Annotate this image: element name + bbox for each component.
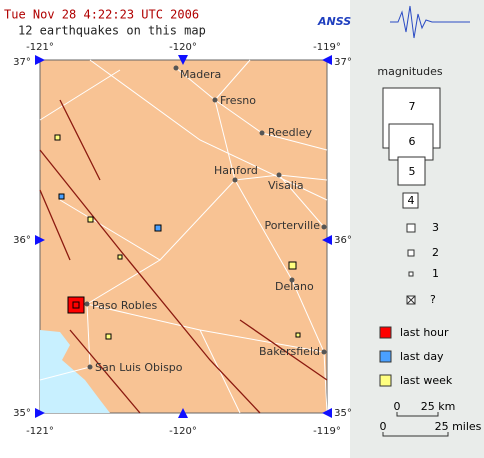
age-label: last day [400, 350, 444, 363]
lat-label: 37° [13, 57, 31, 68]
city-dot [321, 349, 327, 355]
city-label: Fresno [220, 94, 256, 107]
quake [288, 261, 297, 270]
faults [39, 99, 328, 414]
city-label: Delano [275, 280, 314, 293]
lon-label: -121° [26, 426, 54, 437]
city-dot [321, 224, 327, 230]
mag-box [408, 271, 414, 277]
mag-label: ? [430, 293, 436, 306]
scale-label: 0 [380, 420, 387, 433]
city-dot [212, 97, 218, 103]
mag-label: 2 [432, 246, 439, 259]
mag-box [388, 123, 434, 161]
legend-title: magnitudes [377, 65, 443, 78]
scale-bar [382, 432, 449, 437]
quake [87, 216, 94, 223]
lat-label: 35° [13, 408, 31, 419]
quake [67, 296, 85, 314]
map [39, 59, 328, 414]
quake [58, 193, 65, 200]
lon-label: -120° [169, 42, 197, 53]
mag-box [397, 156, 426, 186]
city-dot [289, 277, 295, 283]
age-swatch [379, 326, 392, 339]
mag-label: 1 [432, 267, 439, 280]
mag-box [402, 192, 419, 209]
city-dot [232, 177, 238, 183]
earthquakes [54, 134, 301, 340]
scale-bar [396, 412, 439, 417]
scale-label: 0 [394, 400, 401, 413]
city-label: Reedley [268, 126, 312, 139]
lat-label: 36° [334, 235, 352, 246]
age-label: last week [400, 374, 453, 387]
quake [105, 333, 112, 340]
lat-label: 35° [334, 408, 352, 419]
scale-label: 25 km [421, 400, 456, 413]
quake [54, 134, 61, 141]
lon-label: -121° [26, 42, 54, 53]
lat-label: 36° [13, 235, 31, 246]
mag-box [407, 249, 415, 257]
mag-cross [406, 295, 416, 305]
age-swatch [379, 374, 392, 387]
mag-label: 4 [408, 194, 415, 207]
city-label: Visalia [268, 179, 304, 192]
scale-label: 25 miles [435, 420, 482, 433]
ocean [40, 330, 110, 413]
quake [117, 254, 123, 260]
city-dot [259, 130, 265, 136]
quake [72, 301, 80, 309]
city-label: Paso Robles [92, 299, 158, 312]
title: Tue Nov 28 4:22:23 UTC 2006 [4, 8, 199, 22]
age-swatch [379, 350, 392, 363]
lon-label: -119° [313, 42, 341, 53]
city-label: San Luis Obispo [95, 361, 183, 374]
quake [154, 224, 162, 232]
mag-label: 3 [432, 221, 439, 234]
city-label: Madera [180, 68, 221, 81]
city-dot [87, 364, 93, 370]
quake [295, 332, 301, 338]
map-ticks: -121° -120° -119° -121° -120° -119° 37° … [13, 42, 352, 437]
city-label: Bakersfield [259, 345, 320, 358]
mag-label: 5 [409, 165, 416, 178]
city-label: Porterville [264, 219, 320, 232]
logo-wave [390, 5, 470, 39]
cities: Madera Fresno Reedley Hanford Visalia Porterv… [84, 65, 327, 374]
lat-label: 37° [334, 57, 352, 68]
land [39, 59, 328, 414]
subtitle: 12 earthquakes on this map [18, 24, 206, 38]
mag-label: 6 [409, 135, 416, 148]
city-dot [276, 172, 282, 178]
city-label: Hanford [214, 164, 258, 177]
mag-label: 7 [409, 100, 416, 113]
logo: ANSS [317, 15, 351, 28]
legend: magnitudes 7 6 5 4 3 2 1 ? last hour las… [377, 65, 482, 437]
mag-box [406, 223, 416, 233]
city-dot [173, 65, 179, 71]
lon-label: -119° [313, 426, 341, 437]
age-label: last hour [400, 326, 449, 339]
city-dot [84, 301, 90, 307]
lon-label: -120° [169, 426, 197, 437]
